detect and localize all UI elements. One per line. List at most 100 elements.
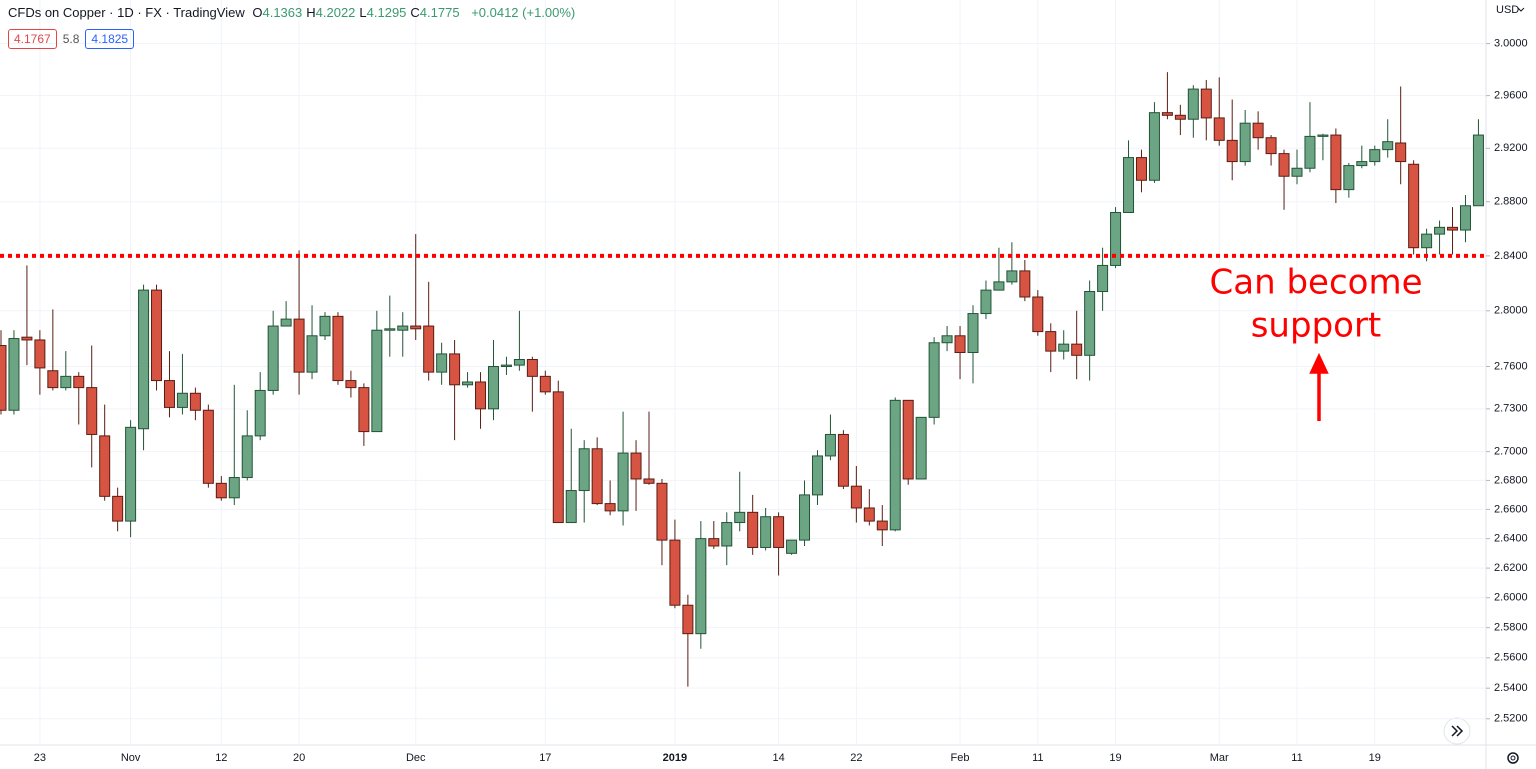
gear[interactable]	[1507, 752, 1519, 764]
candle-body	[423, 325, 435, 373]
candle-body	[332, 315, 344, 382]
symbol-title[interactable]: CFDs on Copper · 1D · FX · TradingView	[8, 5, 245, 20]
candle-body	[837, 433, 849, 487]
candle-body	[1097, 264, 1109, 292]
candle-body	[552, 391, 564, 524]
currency-label[interactable]: USD	[1496, 4, 1519, 16]
candle-body	[319, 315, 331, 337]
y-tick-label: 2.5200	[1494, 713, 1528, 725]
x-tick-label: Feb	[951, 752, 970, 764]
candle-body	[682, 604, 694, 635]
candle-body	[1252, 122, 1264, 139]
candle-body	[915, 416, 927, 480]
candle-body	[1174, 114, 1186, 120]
candle-body	[617, 452, 629, 512]
candle-body	[1148, 112, 1160, 181]
candle-body	[60, 375, 72, 389]
y-tick-label: 2.9200	[1494, 142, 1528, 154]
ohlc-value: 4.1363	[262, 5, 303, 20]
candle-body	[643, 478, 655, 484]
candle-body	[138, 289, 150, 430]
y-tick-label: 2.6600	[1494, 503, 1528, 515]
x-tick-label: Nov	[121, 752, 141, 764]
candle-body	[721, 522, 733, 547]
spread: 5.8	[62, 32, 80, 46]
candle-body	[604, 503, 616, 512]
candle-body	[1161, 112, 1173, 116]
candle-body	[539, 375, 551, 393]
x-tick-label: 14	[772, 752, 784, 764]
candle-body	[565, 490, 577, 524]
y-tick-label: 2.8400	[1494, 250, 1528, 262]
candle-body	[280, 318, 292, 327]
candle-body	[500, 364, 512, 368]
annotation-text: Can become	[1210, 263, 1423, 303]
candle-body	[475, 381, 487, 410]
change: +0.0412 (+1.00%)	[471, 5, 576, 20]
scroll-icon[interactable]	[1451, 725, 1464, 737]
candle-body	[1421, 233, 1433, 249]
candle-body	[8, 338, 20, 411]
candle-body	[708, 538, 720, 547]
candle-body	[73, 375, 85, 389]
ohlc-label: C	[410, 5, 420, 20]
candle-body	[578, 448, 590, 492]
candle-body	[1123, 157, 1135, 213]
candle-body	[345, 380, 357, 389]
candle-body	[34, 339, 46, 369]
x-tick-label: 19	[1369, 752, 1381, 764]
scroll-button[interactable]	[1443, 717, 1471, 745]
ohlc-values: O4.1363 H4.2022 L4.1295 C4.1775	[252, 5, 463, 20]
candle-body	[1006, 270, 1018, 283]
x-tick-label: 23	[34, 752, 46, 764]
candle-body	[125, 426, 137, 522]
candle-body	[462, 381, 474, 386]
currency-dropdown[interactable]	[1517, 7, 1525, 12]
candle-body	[941, 335, 953, 344]
ohlc-value: 4.2022	[315, 5, 356, 20]
grid	[0, 0, 1486, 745]
candle-body	[1291, 167, 1303, 177]
candle-body	[151, 289, 163, 382]
ask-button[interactable]: 4.1825	[85, 29, 135, 49]
candle-body	[513, 359, 525, 366]
candle-body	[1447, 226, 1459, 231]
candle-body	[928, 342, 940, 418]
candle-body	[656, 482, 668, 541]
ohlc-value: 4.1295	[366, 5, 407, 20]
y-tick-label: 3.0000	[1494, 38, 1528, 50]
ohlc-label: H	[306, 5, 316, 20]
candle-body	[254, 389, 266, 437]
candle-body	[449, 353, 461, 386]
candle-body	[850, 485, 862, 509]
y-tick-label: 2.9600	[1494, 90, 1528, 102]
candle-body	[760, 516, 772, 548]
candle-body	[358, 387, 370, 433]
candle-body	[889, 399, 901, 531]
candle-body	[436, 353, 448, 373]
candle-body	[1213, 117, 1225, 141]
settings-icon[interactable]	[1507, 752, 1519, 764]
candle-body	[1343, 165, 1355, 191]
y-tick-label: 2.5800	[1494, 622, 1528, 634]
candle-body	[487, 366, 499, 410]
y-tick-label: 2.6800	[1494, 474, 1528, 486]
candle-body	[967, 313, 979, 354]
bid-button[interactable]: 4.1767	[8, 29, 57, 49]
quote-panel: 4.1767 5.8 4.1825	[8, 29, 135, 49]
candle-body	[1135, 157, 1147, 181]
candle-body	[902, 399, 914, 480]
candle-body	[1434, 226, 1446, 235]
y-tick-label: 2.6000	[1494, 592, 1528, 604]
candle-body	[21, 336, 33, 341]
y-tick-label: 2.7000	[1494, 446, 1528, 458]
candle-body	[980, 289, 992, 315]
candle-body	[954, 335, 966, 354]
candle-body	[241, 435, 253, 479]
candle-body	[811, 455, 823, 496]
candle-body	[228, 477, 240, 499]
candle-body	[695, 538, 707, 635]
gear-core[interactable]	[1510, 755, 1516, 761]
candle-body	[747, 511, 759, 548]
